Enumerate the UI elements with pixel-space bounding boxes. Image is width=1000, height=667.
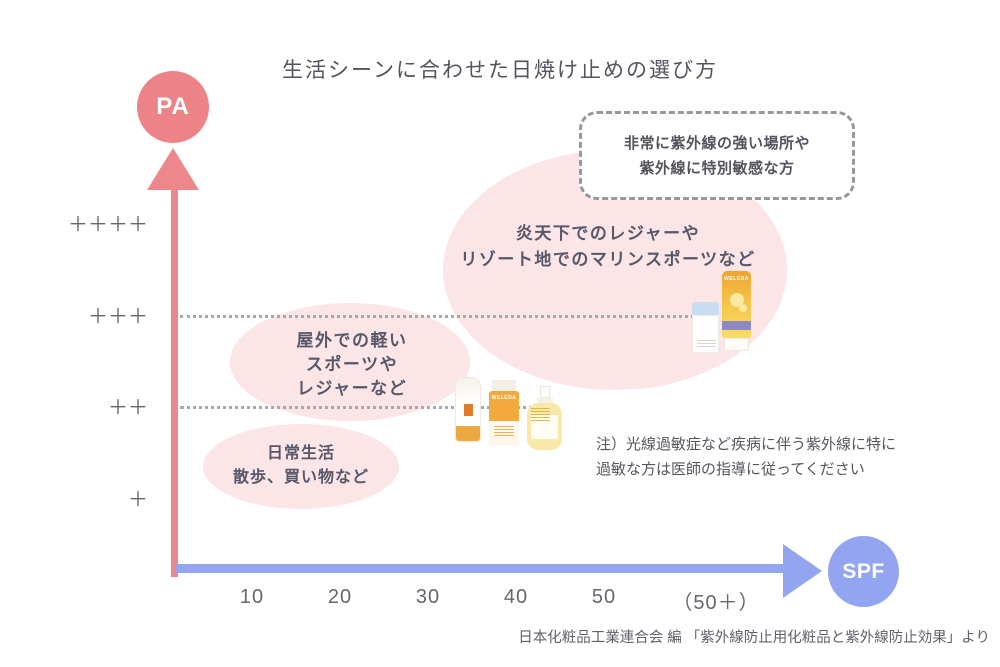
product-milk-label-lines	[697, 340, 716, 348]
caution-note-line1: 注）光線過敏症など疾病に伴う紫外線に特に	[596, 436, 897, 453]
product-image-sun-tube: WELEDA	[722, 271, 751, 351]
zone-daily-line2: 散歩、買い物など	[232, 469, 370, 486]
spf-axis-line	[176, 564, 783, 573]
spf-tick-50: 50	[591, 586, 617, 608]
product-image-cream-tube	[455, 377, 481, 442]
spf-axis-arrowhead-icon	[783, 544, 822, 598]
zone-outdoor-line3: レジャーなど	[296, 379, 408, 398]
product-milk-bottle-body	[692, 315, 719, 353]
zone-outdoor-sports	[230, 303, 470, 421]
product-image-milk-bottle	[692, 302, 719, 353]
zone-outdoor-label: 屋外での軽い スポーツや レジャーなど	[297, 329, 408, 401]
caution-note-line2: 過敏な方は医師の指導に従ってください	[596, 461, 865, 478]
spf-tick-40: 40	[503, 586, 529, 608]
pa-axis-line	[171, 188, 178, 577]
guide-line-pa2	[180, 406, 558, 409]
spf-axis-label: SPF	[842, 559, 885, 583]
product-sun-tube-brand-label: WELEDA	[724, 276, 749, 282]
product-bottle-cap	[492, 380, 516, 391]
product-spray-body	[527, 403, 562, 450]
product-sun-tube-flower-graphic	[730, 293, 744, 307]
pa-axis-badge: PA	[137, 71, 209, 143]
product-spray-label-lines	[531, 408, 550, 421]
product-sun-tube-cap	[724, 338, 749, 351]
pa-axis-label: PA	[156, 93, 190, 120]
product-spray-nozzle	[539, 386, 550, 398]
product-tube-orange-base	[456, 426, 480, 441]
product-tube-logo-chip	[464, 404, 473, 416]
guide-line-pa3	[180, 315, 700, 318]
zone-daily-label: 日常生活 散歩、買い物など	[233, 442, 369, 490]
zone-marine-line2: リゾート地でのマリンスポーツなど	[460, 250, 756, 269]
pa-tick-1plus: ＋	[128, 489, 148, 511]
zone-outdoor-line1: 屋外での軽い	[296, 331, 408, 350]
spf-tick-50plus: （50＋）	[672, 592, 760, 614]
pa-axis-arrowhead-icon	[147, 148, 199, 190]
product-image-lotion-bottle: WELEDA	[489, 380, 519, 445]
product-label-text-lines	[494, 426, 514, 436]
zone-daily-line1: 日常生活	[266, 445, 336, 462]
pa-tick-4plus: ＋＋＋＋	[68, 214, 148, 236]
extreme-uv-line2: 紫外線に特別敏感な方	[639, 159, 795, 177]
zone-marine-line1: 炎天下でのレジャーや	[515, 224, 701, 243]
product-sun-tube-band	[722, 321, 751, 330]
spf-tick-10: 10	[239, 586, 265, 608]
pa-tick-2plus: ＋＋	[108, 397, 148, 419]
product-sun-tube-body: WELEDA	[722, 271, 751, 338]
zone-outdoor-line2: スポーツや	[305, 355, 399, 374]
product-image-spray-bottle	[527, 386, 562, 450]
spf-axis-badge: SPF	[828, 536, 899, 607]
zone-marine-label: 炎天下でのレジャーや リゾート地でのマリンスポーツなど	[460, 221, 755, 273]
extreme-uv-callout: 非常に紫外線の強い場所や 紫外線に特別敏感な方	[579, 111, 855, 200]
product-bottle-body: WELEDA	[489, 391, 519, 445]
product-milk-bottle-cap	[692, 302, 719, 315]
product-spray-neck	[536, 398, 553, 403]
extreme-uv-line1: 非常に紫外線の強い場所や	[623, 134, 810, 152]
source-credit: 日本化粧品工業連合会 編 「紫外線防止用化粧品と紫外線防止効果」より	[518, 630, 990, 646]
spf-tick-30: 30	[415, 586, 441, 608]
spf-tick-20: 20	[327, 586, 353, 608]
zone-daily-life	[203, 424, 399, 509]
pa-tick-3plus: ＋＋＋	[88, 306, 148, 328]
product-brand-label: WELEDA	[491, 395, 517, 401]
page-title: 生活シーンに合わせた日焼け止めの選び方	[282, 59, 718, 82]
caution-note: 注）光線過敏症など疾病に伴う紫外線に特に 過敏な方は医師の指導に従ってください	[596, 432, 896, 482]
